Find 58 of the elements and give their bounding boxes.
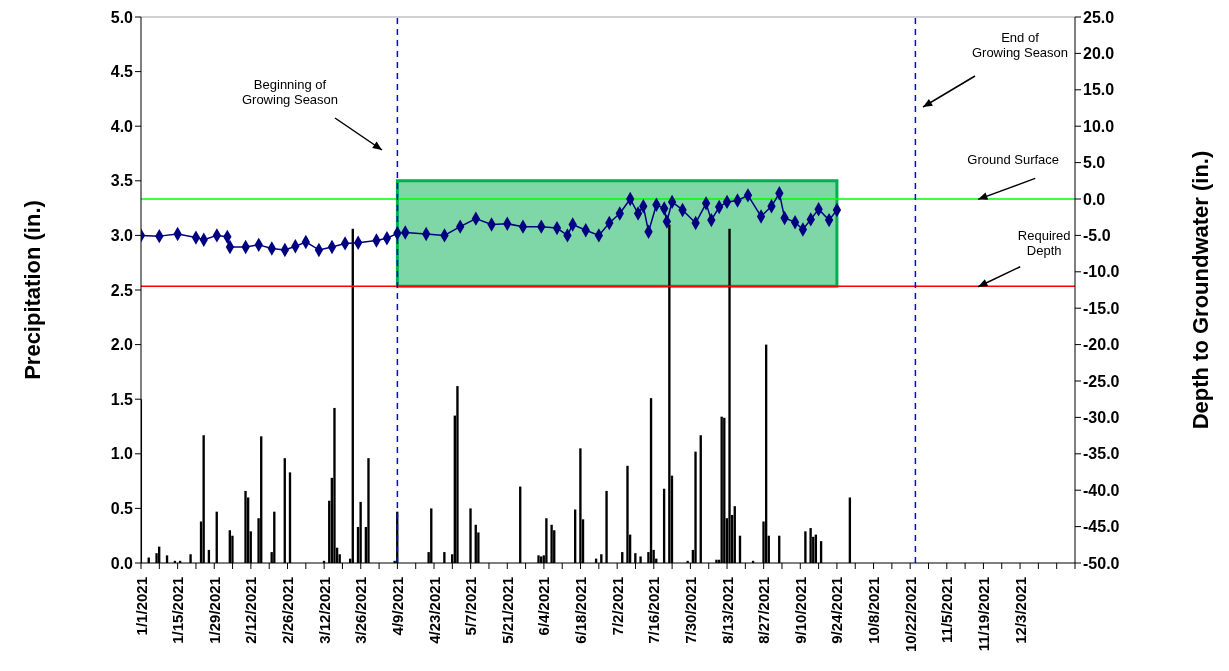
y2-tick-label: 20.0 (1083, 45, 1115, 63)
y2-tick-label: -15.0 (1083, 299, 1120, 317)
x-tick-label: 5/7/2021 (462, 577, 480, 636)
y-tick-label: 3.0 (110, 227, 134, 245)
y2-tick-label: 0.0 (1083, 190, 1106, 208)
x-tick-label: 3/12/2021 (315, 577, 333, 644)
y-tick-label: 2.0 (110, 336, 134, 354)
x-tick-label: 6/18/2021 (572, 577, 590, 644)
y2-tick-label: -35.0 (1083, 445, 1120, 463)
x-tick-label: 10/8/2021 (865, 577, 883, 644)
y2-tick-label: 25.0 (1083, 8, 1115, 26)
y2-tick-label: 10.0 (1083, 117, 1115, 135)
x-tick-label: 4/9/2021 (388, 577, 406, 636)
x-tick-label: 1/15/2021 (169, 577, 187, 644)
y2-tick-label: -5.0 (1083, 227, 1111, 245)
y-tick-label: 4.5 (110, 63, 134, 81)
x-tick-label: 8/27/2021 (755, 577, 773, 644)
x-tick-label: 11/5/2021 (938, 577, 956, 643)
annotation: Required Depth (1017, 227, 1071, 258)
y2-tick-label: -30.0 (1083, 409, 1120, 427)
y2-tick-label: 15.0 (1083, 81, 1115, 99)
x-tick-label: 10/22/2021 (901, 577, 919, 653)
y-tick-label: 4.0 (110, 117, 134, 135)
x-tick-label: 7/30/2021 (681, 577, 699, 644)
y-tick-label: 1.5 (110, 390, 134, 408)
y2-tick-label: -50.0 (1083, 554, 1120, 572)
x-tick-label: 3/26/2021 (352, 577, 370, 644)
y2-tick-label: -20.0 (1083, 336, 1120, 354)
x-tick-label: 8/13/2021 (718, 577, 736, 644)
y2-tick-label: -40.0 (1083, 481, 1120, 499)
x-tick-label: 7/16/2021 (645, 577, 663, 644)
y-tick-label: 2.5 (110, 281, 134, 299)
annotation: End of Growing Season (971, 30, 1069, 60)
y-tick-label: 3.5 (110, 172, 134, 190)
annotation: Ground Surface (967, 152, 1060, 168)
y2-tick-label: -45.0 (1083, 518, 1120, 536)
y-tick-label: 1.0 (110, 445, 134, 463)
y2-tick-label: -25.0 (1083, 372, 1120, 390)
x-tick-label: 7/2/2021 (608, 577, 626, 636)
x-tick-label: 11/19/2021 (974, 577, 992, 652)
y-tick-label: 0.0 (110, 554, 134, 572)
y2-axis-title: Depth to Groundwater (in.) (1188, 150, 1213, 430)
y-axis-title: Precipitation (in.) (20, 200, 45, 380)
y-tick-label: 0.5 (110, 500, 134, 518)
x-tick-label: 9/24/2021 (828, 577, 846, 644)
x-tick-label: 12/3/2021 (1011, 577, 1029, 644)
y-tick-label: 5.0 (110, 8, 134, 26)
annotation: Beginning of Growing Season (241, 77, 339, 107)
x-tick-label: 1/29/2021 (205, 577, 223, 644)
x-tick-label: 6/4/2021 (535, 577, 553, 636)
x-tick-label: 9/10/2021 (791, 577, 809, 644)
x-tick-label: 1/1/2021 (132, 577, 150, 636)
x-tick-label: 2/26/2021 (279, 577, 297, 644)
x-tick-label: 2/12/2021 (242, 577, 260, 644)
y2-tick-label: 5.0 (1083, 154, 1106, 172)
y2-tick-label: -10.0 (1083, 263, 1120, 281)
x-tick-label: 4/23/2021 (425, 577, 443, 644)
x-tick-label: 5/21/2021 (498, 577, 516, 644)
